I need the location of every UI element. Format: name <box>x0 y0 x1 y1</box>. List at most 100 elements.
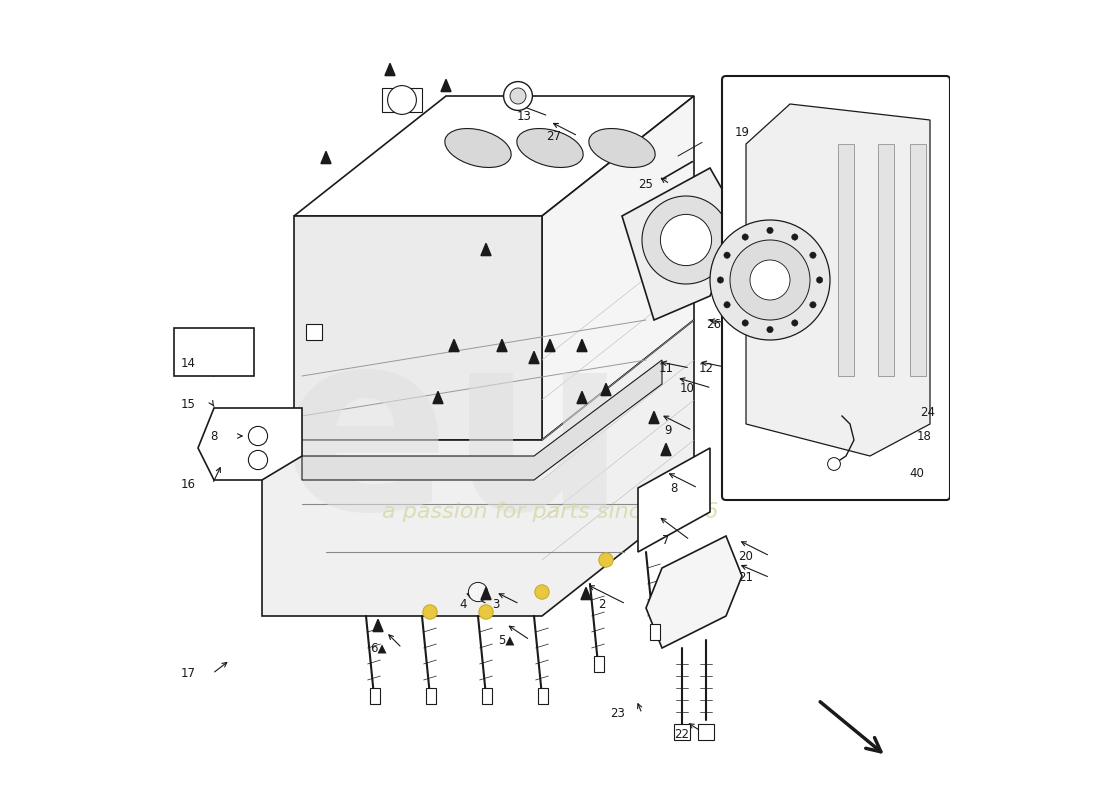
Text: 8: 8 <box>210 430 218 442</box>
Circle shape <box>827 458 840 470</box>
Polygon shape <box>441 79 451 91</box>
Polygon shape <box>188 338 199 352</box>
Circle shape <box>724 302 730 308</box>
Polygon shape <box>198 408 302 480</box>
Circle shape <box>422 605 437 619</box>
Polygon shape <box>497 339 507 352</box>
Circle shape <box>767 227 773 234</box>
Text: 18: 18 <box>917 430 932 442</box>
Polygon shape <box>174 328 254 376</box>
Polygon shape <box>581 587 591 600</box>
Text: 12: 12 <box>698 362 714 374</box>
Text: 24: 24 <box>920 406 935 418</box>
Text: 6▲: 6▲ <box>370 642 386 654</box>
Text: 2: 2 <box>598 598 606 610</box>
Text: 14: 14 <box>180 358 196 370</box>
Circle shape <box>717 277 724 283</box>
Polygon shape <box>382 88 422 112</box>
Text: 27: 27 <box>547 130 561 142</box>
Polygon shape <box>370 688 379 704</box>
Polygon shape <box>385 63 395 75</box>
Text: 4: 4 <box>460 598 467 610</box>
Text: 5▲: 5▲ <box>498 634 514 646</box>
Circle shape <box>750 260 790 300</box>
Text: 21: 21 <box>738 571 754 584</box>
Polygon shape <box>746 104 930 456</box>
Text: 7: 7 <box>662 534 670 546</box>
FancyBboxPatch shape <box>722 76 950 500</box>
Circle shape <box>660 214 712 266</box>
Circle shape <box>710 220 830 340</box>
Circle shape <box>504 82 532 110</box>
Text: 9: 9 <box>664 424 672 437</box>
Polygon shape <box>482 688 492 704</box>
Circle shape <box>792 320 798 326</box>
Text: 19: 19 <box>735 126 749 138</box>
Circle shape <box>469 582 487 602</box>
Polygon shape <box>426 688 436 704</box>
Circle shape <box>642 196 730 284</box>
Polygon shape <box>578 391 587 403</box>
Polygon shape <box>542 96 694 440</box>
Text: 16: 16 <box>180 478 196 490</box>
Circle shape <box>730 240 810 320</box>
Ellipse shape <box>517 129 583 167</box>
Ellipse shape <box>588 129 656 167</box>
Text: 13: 13 <box>517 110 531 122</box>
Polygon shape <box>578 339 587 352</box>
Circle shape <box>742 234 748 240</box>
Text: 40: 40 <box>909 467 924 480</box>
Circle shape <box>249 426 267 446</box>
Polygon shape <box>538 688 548 704</box>
Text: 26: 26 <box>706 318 722 330</box>
Polygon shape <box>321 151 331 163</box>
Polygon shape <box>294 216 542 440</box>
Circle shape <box>478 605 493 619</box>
Circle shape <box>598 553 613 567</box>
Circle shape <box>792 234 798 240</box>
Text: 23: 23 <box>610 707 626 720</box>
Polygon shape <box>294 96 694 216</box>
Polygon shape <box>601 383 610 395</box>
Polygon shape <box>373 619 383 632</box>
Text: 17: 17 <box>180 667 196 680</box>
Text: 20: 20 <box>738 550 754 562</box>
Text: 3: 3 <box>492 598 499 610</box>
Polygon shape <box>649 411 659 424</box>
Polygon shape <box>262 320 694 616</box>
Circle shape <box>767 326 773 333</box>
Polygon shape <box>698 724 714 740</box>
Polygon shape <box>544 339 556 352</box>
Polygon shape <box>661 443 671 456</box>
Polygon shape <box>878 144 894 376</box>
Polygon shape <box>621 168 742 320</box>
Polygon shape <box>646 536 742 648</box>
Text: 25: 25 <box>639 178 653 190</box>
Polygon shape <box>838 144 854 376</box>
Ellipse shape <box>444 129 512 167</box>
Text: 22: 22 <box>674 728 690 741</box>
Circle shape <box>810 252 816 258</box>
Text: = 1: = 1 <box>205 342 227 355</box>
Circle shape <box>810 302 816 308</box>
Polygon shape <box>449 339 459 352</box>
Polygon shape <box>302 360 662 480</box>
Polygon shape <box>910 144 926 376</box>
Text: 15: 15 <box>182 398 196 410</box>
Text: a passion for parts since 1996: a passion for parts since 1996 <box>382 502 718 522</box>
Polygon shape <box>481 243 491 255</box>
Circle shape <box>816 277 823 283</box>
Polygon shape <box>650 624 660 640</box>
Polygon shape <box>433 391 443 403</box>
Text: 10: 10 <box>680 382 695 394</box>
Text: 11: 11 <box>659 362 673 374</box>
Polygon shape <box>306 324 322 340</box>
Polygon shape <box>674 724 690 740</box>
Polygon shape <box>638 448 710 552</box>
Circle shape <box>742 320 748 326</box>
Text: eu: eu <box>280 319 628 561</box>
Circle shape <box>387 86 417 114</box>
Polygon shape <box>529 351 539 363</box>
Polygon shape <box>594 656 604 672</box>
Circle shape <box>510 88 526 104</box>
